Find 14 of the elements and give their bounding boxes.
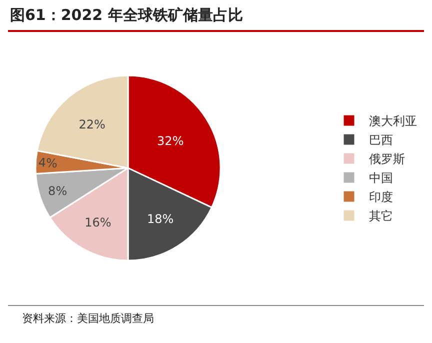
legend-label: 其它 — [369, 209, 393, 224]
chart-title: 图61：2022 年全球铁矿储量占比 — [10, 6, 243, 25]
data-label: 8% — [48, 184, 68, 198]
data-label: 32% — [157, 134, 184, 148]
text: 资料来源：美国地质调查局 — [22, 311, 154, 326]
data-label: 22% — [78, 117, 106, 132]
legend-label: 巴西 — [369, 133, 393, 148]
legend-label: 澳大利亚 — [369, 114, 417, 128]
legend-label: 中国 — [369, 171, 393, 186]
legend-label: 俄罗斯 — [369, 152, 405, 166]
legend-label: 印度 — [369, 190, 393, 204]
data-label: 18% — [146, 212, 174, 226]
data-label: 4% — [38, 155, 58, 171]
data-label: 16% — [84, 216, 112, 230]
